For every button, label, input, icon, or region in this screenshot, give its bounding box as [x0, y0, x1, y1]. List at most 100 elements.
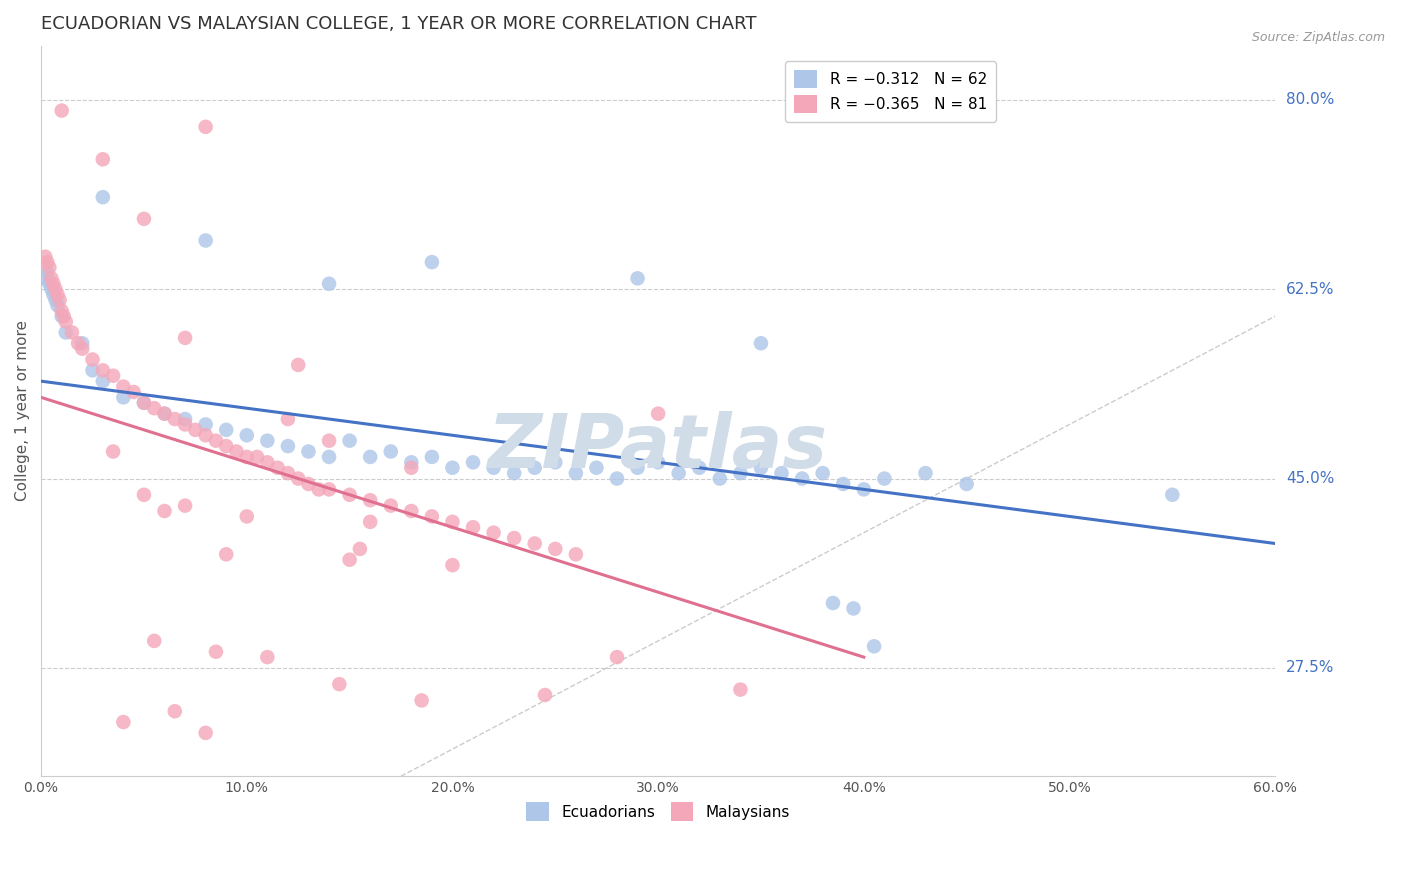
Point	[174, 499, 197, 513]
Point	[225, 444, 247, 458]
Point	[55, 326, 77, 340]
Point	[709, 472, 731, 486]
Point	[503, 531, 526, 545]
Point	[174, 331, 197, 345]
Point	[44, 293, 66, 307]
Point	[852, 483, 875, 497]
Point	[544, 541, 567, 556]
Point	[132, 211, 155, 226]
Point	[122, 384, 145, 399]
Point	[174, 412, 197, 426]
Point	[153, 504, 176, 518]
Point	[184, 423, 207, 437]
Text: ZIPatlas: ZIPatlas	[488, 411, 828, 484]
Point	[318, 483, 340, 497]
Point	[606, 472, 628, 486]
Point	[194, 234, 217, 248]
Point	[730, 682, 752, 697]
Point	[46, 298, 69, 312]
Point	[215, 439, 238, 453]
Point	[51, 310, 73, 324]
Point	[70, 342, 93, 356]
Point	[91, 363, 114, 377]
Point	[565, 466, 588, 480]
Point	[52, 310, 75, 324]
Text: 27.5%: 27.5%	[1286, 660, 1334, 675]
Text: 62.5%: 62.5%	[1286, 282, 1334, 297]
Point	[194, 428, 217, 442]
Point	[34, 271, 56, 285]
Point	[565, 547, 588, 561]
Text: ECUADORIAN VS MALAYSIAN COLLEGE, 1 YEAR OR MORE CORRELATION CHART: ECUADORIAN VS MALAYSIAN COLLEGE, 1 YEAR …	[41, 15, 756, 33]
Point	[770, 466, 793, 480]
Point	[163, 412, 186, 426]
Point	[101, 368, 124, 383]
Point	[153, 407, 176, 421]
Point	[44, 282, 66, 296]
Point	[482, 460, 505, 475]
Point	[48, 293, 70, 307]
Point	[194, 120, 217, 134]
Point	[266, 460, 288, 475]
Point	[647, 407, 669, 421]
Point	[441, 515, 464, 529]
Point	[647, 455, 669, 469]
Point	[246, 450, 269, 464]
Point	[461, 455, 484, 469]
Point	[359, 515, 381, 529]
Point	[749, 460, 772, 475]
Point	[832, 477, 855, 491]
Point	[318, 277, 340, 291]
Point	[236, 450, 259, 464]
Point	[297, 444, 319, 458]
Point	[205, 434, 228, 448]
Point	[420, 509, 443, 524]
Point	[91, 374, 114, 388]
Point	[441, 460, 464, 475]
Point	[811, 466, 834, 480]
Point	[821, 596, 844, 610]
Point	[205, 645, 228, 659]
Point	[668, 466, 690, 480]
Point	[339, 488, 361, 502]
Point	[544, 455, 567, 469]
Point	[842, 601, 865, 615]
Point	[749, 336, 772, 351]
Point	[359, 450, 381, 464]
Point	[359, 493, 381, 508]
Point	[420, 255, 443, 269]
Point	[143, 633, 166, 648]
Point	[101, 444, 124, 458]
Point	[51, 103, 73, 118]
Point	[401, 504, 423, 518]
Point	[956, 477, 979, 491]
Point	[112, 714, 135, 729]
Point	[863, 640, 886, 654]
Point	[112, 379, 135, 393]
Point	[51, 303, 73, 318]
Point	[503, 466, 526, 480]
Point	[37, 266, 59, 280]
Point	[256, 434, 278, 448]
Point	[339, 434, 361, 448]
Point	[91, 190, 114, 204]
Point	[215, 423, 238, 437]
Point	[277, 412, 299, 426]
Point	[256, 650, 278, 665]
Point	[277, 439, 299, 453]
Point	[194, 726, 217, 740]
Point	[153, 407, 176, 421]
Point	[688, 460, 710, 475]
Point	[277, 466, 299, 480]
Point	[82, 363, 104, 377]
Point	[873, 472, 896, 486]
Point	[215, 547, 238, 561]
Text: 80.0%: 80.0%	[1286, 92, 1334, 107]
Point	[420, 450, 443, 464]
Point	[132, 396, 155, 410]
Point	[401, 460, 423, 475]
Point	[143, 401, 166, 416]
Point	[1161, 488, 1184, 502]
Point	[585, 460, 607, 475]
Point	[441, 558, 464, 573]
